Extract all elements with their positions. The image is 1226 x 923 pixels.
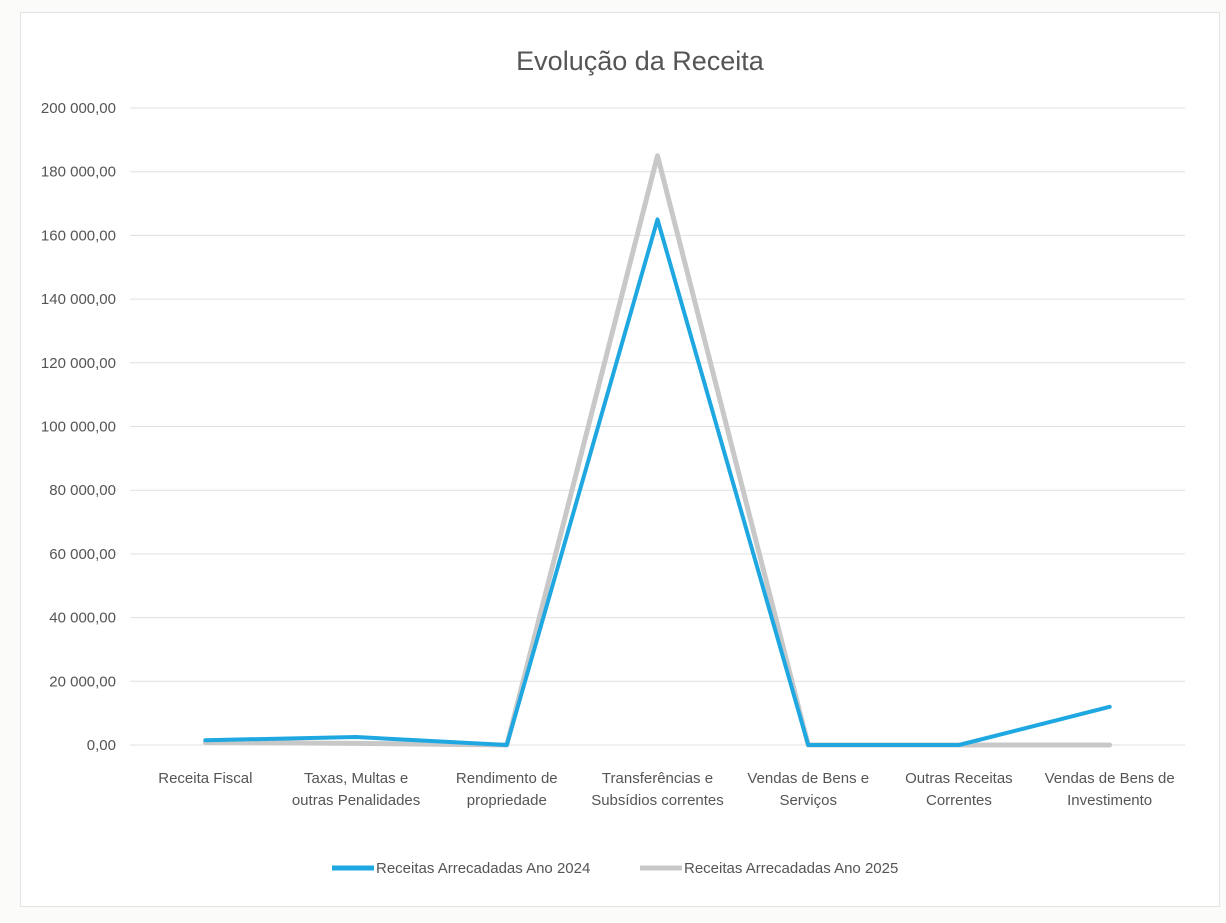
x-tick-label-line: Rendimento de xyxy=(456,770,558,787)
chart-title: Evolução da Receita xyxy=(516,46,765,76)
y-axis-tick-labels: 0,00 20 000,00 40 000,00 60 000,00 80 000,00… xyxy=(41,100,116,754)
y-tick-label: 40 000,00 xyxy=(49,610,116,627)
chart-frame xyxy=(20,12,1220,907)
legend: Receitas Arrecadadas Ano 2024 Receitas Ar… xyxy=(332,860,898,877)
gridlines xyxy=(130,107,1185,746)
x-tick-label: Outras Receitas Correntes xyxy=(905,770,1013,809)
y-tick-label: 160 000,00 xyxy=(41,227,116,244)
x-tick-label-line: propriedade xyxy=(467,792,547,809)
x-tick-label-line: Outras Receitas xyxy=(905,770,1013,787)
x-tick-label-line: Taxas, Multas e xyxy=(304,770,408,787)
x-axis-tick-labels: Receita Fiscal Taxas, Multas e outras Pena… xyxy=(158,770,1174,809)
x-tick-label: Vendas de Bens de Investimento xyxy=(1045,770,1175,809)
y-tick-label: 100 000,00 xyxy=(41,419,116,436)
x-tick-label-line: Investimento xyxy=(1067,792,1152,809)
x-tick-label-line: Transferências e xyxy=(602,770,713,787)
x-tick-label: Transferências e Subsídios correntes xyxy=(591,770,724,809)
y-tick-label: 200 000,00 xyxy=(41,100,116,117)
x-tick-label: Vendas de Bens e Serviços xyxy=(747,770,869,809)
y-tick-label: 20 000,00 xyxy=(49,673,116,690)
x-tick-label: Taxas, Multas e outras Penalidades xyxy=(292,770,420,809)
x-tick-label-line: Receita Fiscal xyxy=(158,770,252,787)
series-lines xyxy=(202,153,1113,748)
legend-label: Receitas Arrecadadas Ano 2025 xyxy=(684,860,898,877)
x-tick-label-line: Vendas de Bens e xyxy=(747,770,869,787)
x-tick-label: Rendimento de propriedade xyxy=(456,770,558,809)
x-tick-label-line: Subsídios correntes xyxy=(591,792,724,809)
series-line-1 xyxy=(203,217,1112,747)
x-tick-label-line: Serviços xyxy=(779,792,837,809)
y-tick-label: 60 000,00 xyxy=(49,546,116,563)
x-tick-label-line: Correntes xyxy=(926,792,992,809)
x-tick-label-line: outras Penalidades xyxy=(292,792,420,809)
y-tick-label: 120 000,00 xyxy=(41,355,116,372)
x-tick-label: Receita Fiscal xyxy=(158,770,252,787)
y-tick-label: 180 000,00 xyxy=(41,164,116,181)
y-tick-label: 140 000,00 xyxy=(41,291,116,308)
legend-label: Receitas Arrecadadas Ano 2024 xyxy=(376,860,590,877)
series-line-2 xyxy=(202,153,1113,748)
y-tick-label: 0,00 xyxy=(87,737,116,754)
y-tick-label: 80 000,00 xyxy=(49,482,116,499)
x-tick-label-line: Vendas de Bens de xyxy=(1045,770,1175,787)
